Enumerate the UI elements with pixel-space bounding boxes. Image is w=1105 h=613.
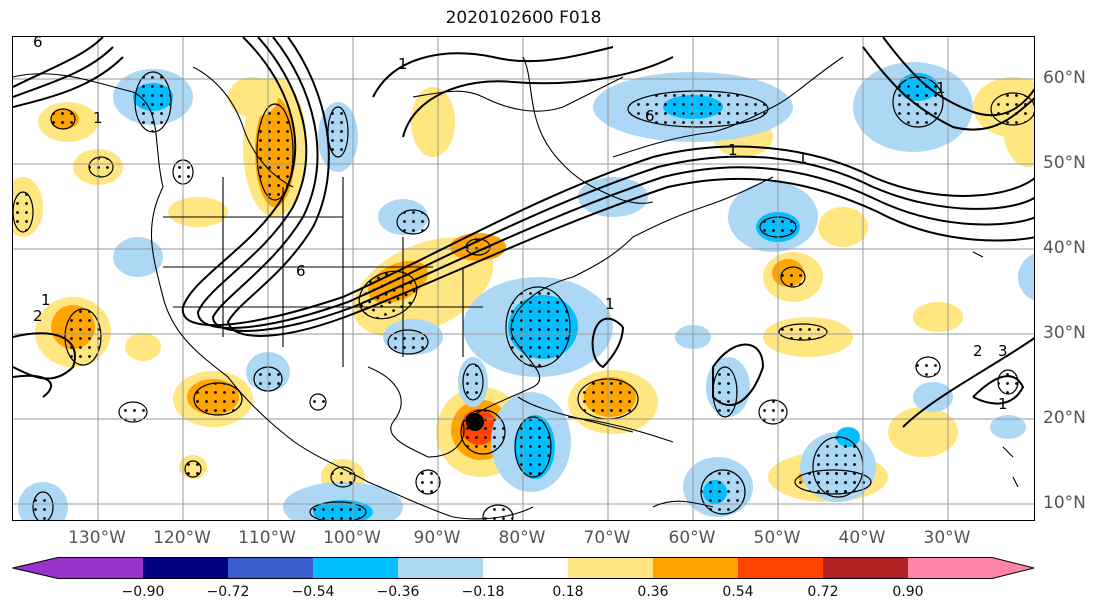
colorbar-segment xyxy=(483,557,568,579)
map-gridlines xyxy=(13,37,1034,520)
colorbar-tick: 0.54 xyxy=(722,584,754,600)
colorbar-segment xyxy=(568,557,653,579)
storm-center-marker xyxy=(466,413,484,431)
lat-label: 30°N xyxy=(1043,323,1086,343)
colorbar-tick: −0.18 xyxy=(461,584,505,600)
lon-label: 50°W xyxy=(753,528,801,548)
contour-label: 1 xyxy=(936,79,946,97)
contour-label: 3 xyxy=(998,342,1008,360)
colorbar-tick: 0.36 xyxy=(637,584,669,600)
colorbar-tick: 0.72 xyxy=(807,584,839,600)
contour-label: 1 xyxy=(41,291,51,309)
colorbar-segment xyxy=(653,557,738,579)
colorbar xyxy=(12,557,1035,579)
lon-label: 30°W xyxy=(923,528,971,548)
colorbar-segment xyxy=(12,557,143,579)
lat-label: 20°N xyxy=(1043,408,1086,428)
contour-label: 1 xyxy=(605,295,615,313)
contour-label: 1 xyxy=(728,141,738,159)
lon-label: 120°W xyxy=(153,528,211,548)
lon-label: 100°W xyxy=(323,528,381,548)
colorbar-segment xyxy=(823,557,908,579)
map-title: 2020102600 F018 xyxy=(445,8,602,28)
colorbar-tick: −0.36 xyxy=(376,584,420,600)
contour-label: 1 xyxy=(93,109,103,127)
contour-label: 2 xyxy=(973,342,983,360)
colorbar-tick: −0.72 xyxy=(206,584,250,600)
colorbar-tick: −0.90 xyxy=(121,584,165,600)
colorbar-segment xyxy=(738,557,823,579)
colorbar-tick: −0.54 xyxy=(291,584,335,600)
lon-label: 60°W xyxy=(668,528,716,548)
contour-label: 1 xyxy=(998,395,1008,413)
contour-label: 6 xyxy=(645,107,655,125)
lat-label: 60°N xyxy=(1043,68,1086,88)
lon-label: 80°W xyxy=(498,528,546,548)
lon-label: 90°W xyxy=(413,528,461,548)
lon-label: 40°W xyxy=(838,528,886,548)
contour-label: 6 xyxy=(33,36,43,51)
contour-label: 2 xyxy=(33,307,43,325)
colorbar-segment xyxy=(143,557,228,579)
lat-label: 10°N xyxy=(1043,493,1086,513)
map-panel: 6 1 6 1 2 1 6 1 1 3 1 1 1 2 xyxy=(12,36,1035,521)
colorbar-tick: 0.90 xyxy=(892,584,924,600)
colorbar-tick: 0.18 xyxy=(552,584,584,600)
height-contours xyxy=(13,37,1034,428)
colorbar-segment xyxy=(398,557,483,579)
coastlines xyxy=(13,56,1019,520)
map-svg xyxy=(13,37,1034,520)
lon-label: 130°W xyxy=(68,528,126,548)
colorbar-segment xyxy=(228,557,313,579)
lon-label: 70°W xyxy=(583,528,631,548)
colorbar-segment xyxy=(908,557,1034,579)
contour-label: 1 xyxy=(398,55,408,73)
lat-label: 40°N xyxy=(1043,238,1086,258)
colorbar-segment xyxy=(313,557,398,579)
contour-label: 6 xyxy=(296,262,306,280)
contour-label: 1 xyxy=(798,149,808,167)
lat-label: 50°N xyxy=(1043,153,1086,173)
lon-label: 110°W xyxy=(238,528,296,548)
